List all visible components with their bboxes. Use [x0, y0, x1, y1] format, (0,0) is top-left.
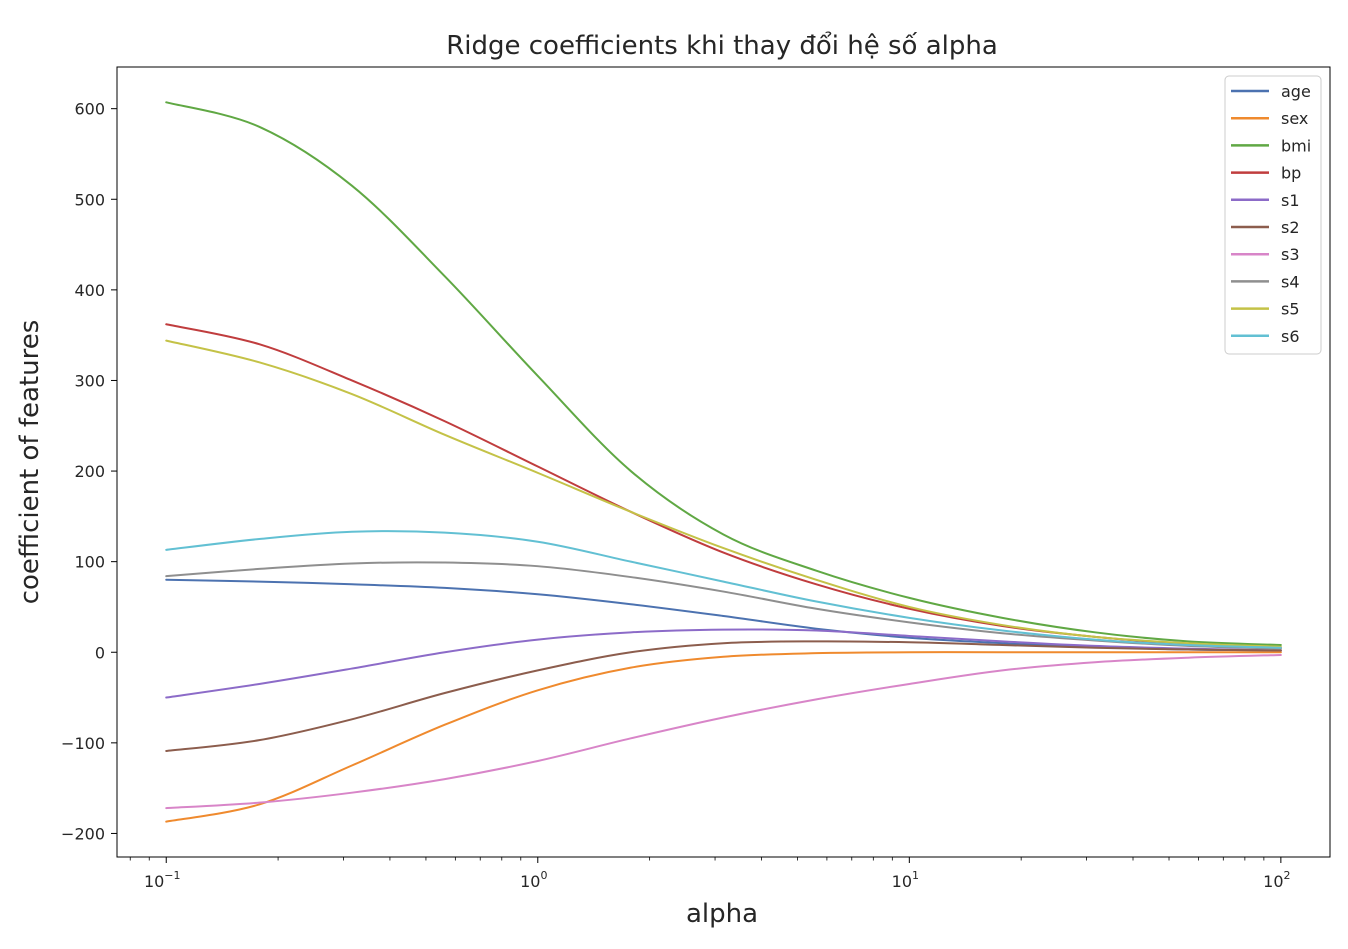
x-tick-exponent: 2: [1284, 869, 1291, 882]
series-layer: [165, 101, 1282, 823]
series-line-s2: [165, 640, 1282, 752]
x-tick-base: 10: [520, 872, 540, 891]
y-tick-label: 600: [74, 100, 105, 119]
legend-label-s6: s6: [1281, 327, 1300, 346]
x-tick-exponent: 0: [540, 869, 547, 882]
legend-label-s1: s1: [1281, 191, 1300, 210]
y-tick-label: 0: [95, 643, 105, 662]
legend-label-bp: bp: [1281, 164, 1301, 183]
chart-title: Ridge coefficients khi thay đổi hệ số al…: [446, 30, 998, 61]
series-line-s6: [165, 530, 1282, 649]
x-tick-label: 101: [892, 869, 919, 891]
y-tick-label: 500: [74, 190, 105, 209]
series-line-s1: [165, 628, 1282, 699]
legend-label-age: age: [1281, 82, 1311, 101]
x-axis-label: alpha: [686, 899, 758, 929]
x-tick-exponent: −1: [164, 869, 180, 882]
series-line-sex: [165, 651, 1282, 823]
legend-label-s3: s3: [1281, 245, 1300, 264]
x-tick-label: 10−1: [144, 869, 181, 891]
legend-label-s5: s5: [1281, 300, 1300, 319]
y-tick-label: 300: [74, 371, 105, 390]
x-tick-label: 100: [520, 869, 547, 891]
legend-label-bmi: bmi: [1281, 136, 1311, 155]
y-axis-label: coefficient of features: [15, 320, 45, 605]
y-tick-label: −100: [61, 734, 105, 753]
y-tick-label: 200: [74, 462, 105, 481]
legend: age sex bmi bp s1 s2 s3 s4 s5 s6: [1224, 75, 1322, 355]
plot-area: [116, 66, 1331, 858]
series-line-s3: [165, 653, 1282, 810]
y-tick-label: 100: [74, 553, 105, 572]
legend-label-sex: sex: [1281, 109, 1308, 128]
x-tick-exponent: 1: [912, 869, 919, 882]
legend-label-s4: s4: [1281, 272, 1300, 291]
legend-label-s2: s2: [1281, 218, 1300, 237]
series-line-bmi: [165, 101, 1282, 646]
x-tick-label: 102: [1263, 869, 1290, 891]
x-tick-base: 10: [144, 872, 164, 891]
y-tick-label: −200: [61, 824, 105, 843]
series-line-s5: [165, 339, 1282, 648]
y-tick-label: 400: [74, 281, 105, 300]
x-tick-base: 10: [892, 872, 912, 891]
x-tick-base: 10: [1263, 872, 1283, 891]
